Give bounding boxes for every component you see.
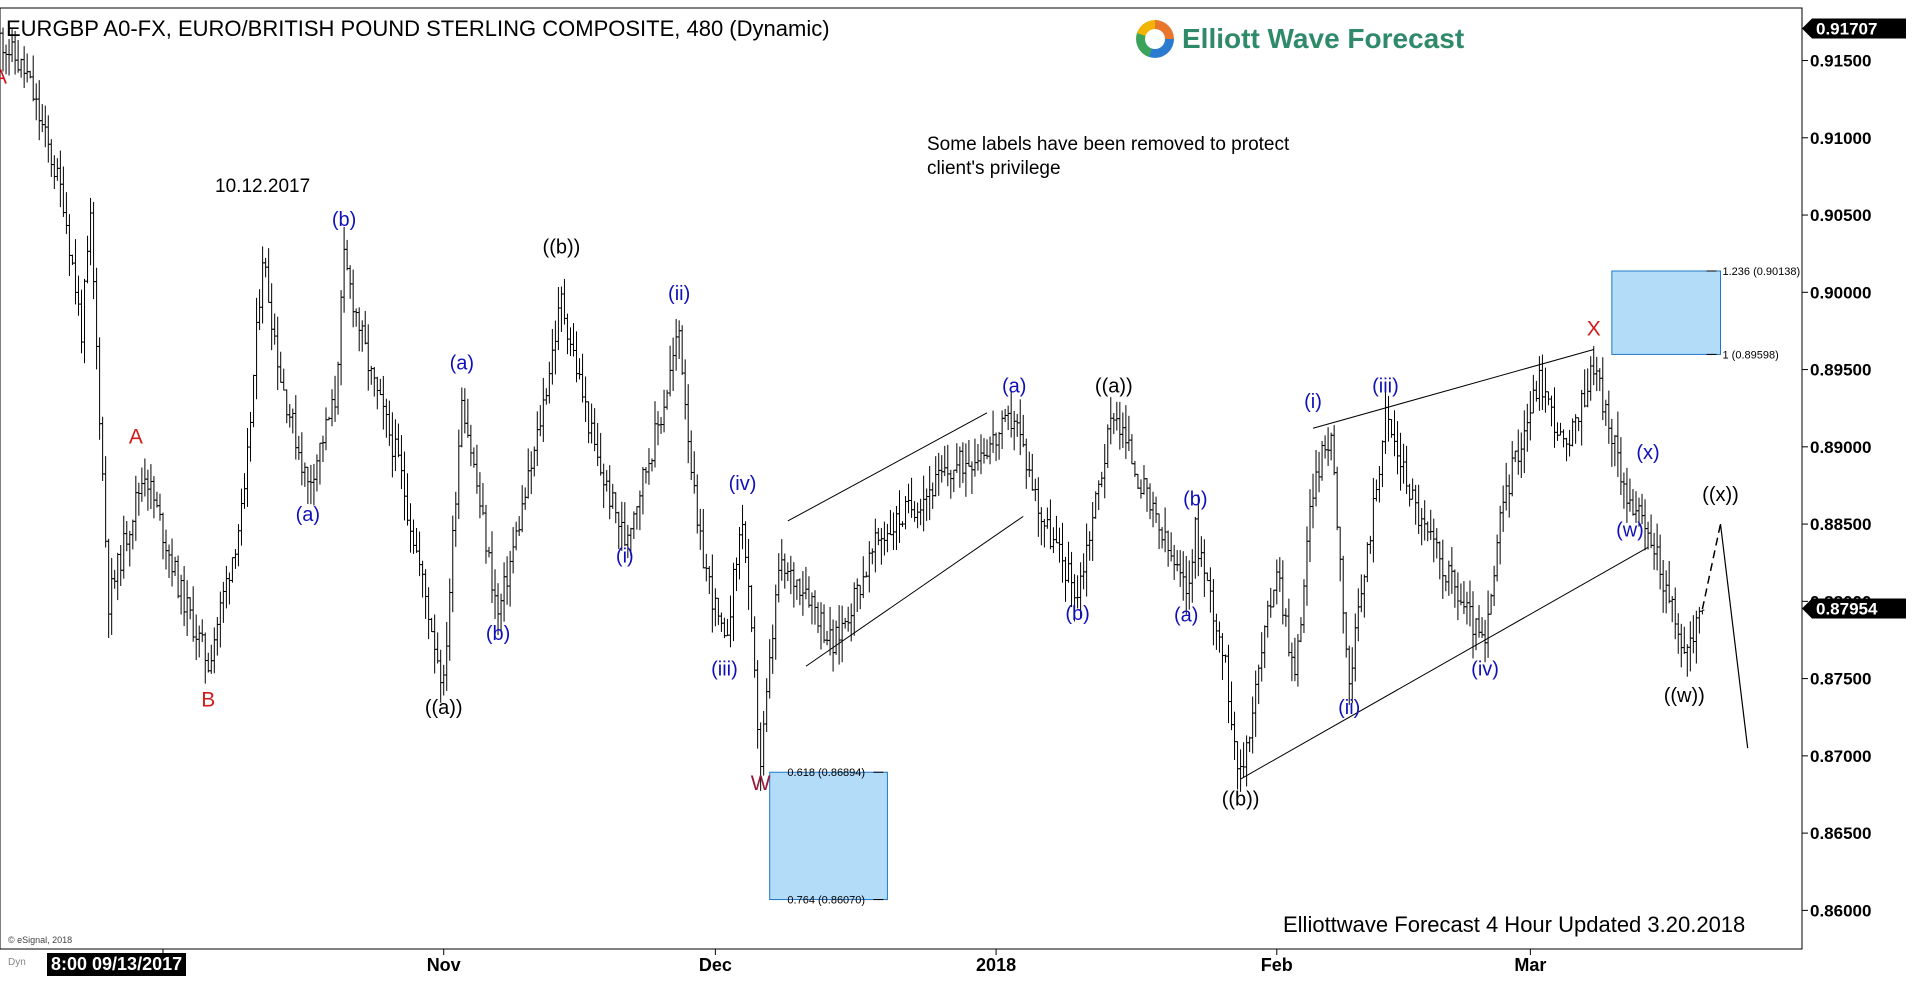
- trendline: [1240, 546, 1649, 780]
- wave-label: (b): [332, 209, 356, 231]
- fib-level-label: 1 (0.89598): [1723, 349, 1779, 361]
- wave-label: A: [0, 66, 7, 89]
- wave-label: ((b)): [1222, 788, 1260, 810]
- wave-label: X: [1587, 318, 1601, 341]
- x-tick-label: 2018: [976, 955, 1016, 975]
- x-tick-label: Nov: [427, 955, 461, 975]
- logo-icon: [1136, 20, 1174, 58]
- wave-label: (iii): [711, 659, 738, 681]
- disclaimer-note: Some labels have been removed to protect…: [927, 133, 1347, 181]
- wave-label: ((a)): [1095, 376, 1133, 398]
- wave-label: ((x)): [1702, 484, 1739, 506]
- trendline: [787, 412, 988, 522]
- wave-label: (a): [296, 504, 320, 526]
- updated-note: Elliottwave Forecast 4 Hour Updated 3.20…: [1283, 912, 1746, 937]
- fib-box: [1611, 270, 1722, 355]
- copyright-note: © eSignal, 2018: [8, 935, 73, 945]
- projection-up-dashed: [1701, 523, 1722, 610]
- wave-label: (a): [450, 353, 474, 375]
- wave-label: (i): [1304, 391, 1322, 413]
- fib-level-label: 0.618 (0.86894): [787, 767, 865, 779]
- wave-label: (a): [1174, 604, 1198, 626]
- wave-label: B: [201, 688, 215, 711]
- y-tick-label: 0.90500: [1810, 206, 1871, 225]
- wave-label: (i): [616, 546, 634, 568]
- fib-box: [769, 771, 888, 901]
- y-tick-label: 0.91000: [1810, 129, 1871, 148]
- y-tick-label: 0.88500: [1810, 515, 1871, 534]
- y-tick-label: 0.86500: [1810, 824, 1871, 843]
- logo-text: Elliott Wave Forecast: [1182, 23, 1465, 54]
- disclaimer-line-1: Some labels have been removed to protect: [927, 134, 1290, 155]
- disclaimer-line-2: client's privilege: [927, 158, 1061, 179]
- cursor-time-box: 8:00 09/13/2017: [47, 953, 187, 976]
- fib-level-label: 1.236 (0.90138): [1723, 266, 1801, 278]
- wave-label: (ii): [668, 283, 690, 305]
- fib-level-label: 0.764 (0.86070): [787, 895, 865, 907]
- trendline: [805, 515, 1024, 667]
- wave-label: (ii): [1338, 697, 1360, 719]
- wave-label: ((b)): [543, 237, 581, 259]
- wave-label: (a): [1002, 376, 1026, 398]
- x-tick-label: Feb: [1261, 955, 1293, 975]
- wave-label: 10.12.2017: [215, 176, 310, 197]
- wave-label: (x): [1636, 442, 1659, 464]
- x-tick-label: Mar: [1514, 955, 1546, 975]
- dyn-label: Dyn: [8, 957, 26, 968]
- y-tick-label: 0.91500: [1810, 52, 1871, 71]
- price-marker-badge: [1802, 18, 1906, 39]
- brand-logo: Elliott Wave Forecast: [1136, 19, 1464, 59]
- wave-label: (w): [1616, 519, 1644, 541]
- wave-label: ((a)): [425, 697, 463, 719]
- x-tick-label: Dec: [699, 955, 732, 975]
- wave-label: (b): [1183, 489, 1207, 511]
- y-tick-label: 0.86000: [1810, 901, 1871, 920]
- chart-title: EURGBP A0-FX, EURO/BRITISH POUND STERLIN…: [6, 16, 830, 41]
- projection-down: [1719, 524, 1749, 749]
- price-marker-label: 0.91707: [1816, 20, 1877, 39]
- wave-label: (iii): [1372, 376, 1399, 398]
- price-marker-label: 0.87954: [1816, 599, 1878, 618]
- wave-label: (iv): [1471, 659, 1499, 681]
- wave-label: ((w)): [1664, 685, 1705, 707]
- y-tick-label: 0.90000: [1810, 283, 1871, 302]
- y-tick-label: 0.89500: [1810, 361, 1871, 380]
- y-tick-label: 0.87500: [1810, 670, 1871, 689]
- y-tick-label: 0.87000: [1810, 747, 1871, 766]
- wave-label: (b): [486, 623, 510, 645]
- wave-label: (iv): [729, 473, 757, 495]
- trendline: [1312, 348, 1594, 429]
- y-tick-label: 0.89000: [1810, 438, 1871, 457]
- wave-label: (b): [1065, 603, 1089, 625]
- wave-label: A: [129, 426, 143, 449]
- price-marker-badge: [1802, 598, 1906, 619]
- wave-label: W: [751, 772, 771, 795]
